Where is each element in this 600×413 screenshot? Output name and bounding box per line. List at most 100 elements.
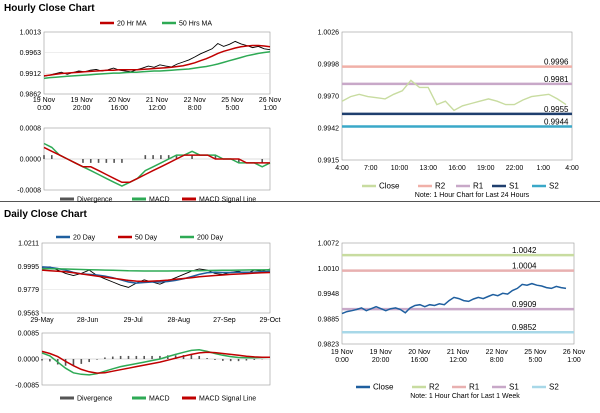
hourly-levels-legend-label: R2 (435, 182, 446, 191)
daily-levels-x-tick: 21 Nov 12:00 (447, 349, 470, 364)
daily-levels-x-tick: 25 Nov 5:00 (524, 349, 547, 364)
hourly-levels-y-tick: 1.0026 (318, 30, 340, 37)
hourly-macd-signal-line (43, 146, 270, 184)
daily-levels-legend-label: S2 (549, 383, 559, 392)
hourly-levels-x-tick: 19:00 (477, 165, 495, 172)
daily-price-y-tick: 0.9779 (18, 287, 40, 294)
hourly-levels-legend-label: S2 (549, 182, 559, 191)
hourly-levels-legend-label: S1 (509, 182, 519, 191)
daily-levels-legend-label: S1 (509, 383, 519, 392)
hourly-price-y-tick: 0.9963 (20, 50, 42, 57)
daily-macd-y-tick: 0.0000 (18, 357, 40, 364)
daily-level-s2-label: 0.9852 (512, 323, 537, 332)
daily-levels-x-tick: 19 Nov 0:00 (331, 349, 354, 364)
daily-price-y-tick: 0.9995 (18, 264, 40, 271)
hourly-price-x-tick: 19 Nov 20:00 (71, 97, 94, 112)
hourly-level-r1-label: 0.9981 (544, 75, 569, 84)
daily-price-legend-label: 200 Day (197, 235, 224, 242)
daily-price-series-50-day (41, 269, 271, 283)
hourly-macd-y-tick: 0.0008 (20, 126, 42, 133)
hourly-price-legend-label: 50 Hrs MA (179, 21, 212, 28)
daily-levels-legend-label: Close (373, 383, 394, 392)
hourly-price-x-tick: 21 Nov 12:00 (146, 97, 169, 112)
daily-level-r2-label: 1.0042 (512, 246, 537, 255)
daily-price-frame (41, 242, 271, 314)
daily-levels-frame (341, 242, 575, 345)
hourly-levels-x-tick: 7:00 (364, 165, 378, 172)
daily-macd-y-tick: -0.0085 (15, 383, 39, 390)
daily-level-s1-label: 0.9909 (512, 300, 537, 309)
hourly-levels-x-tick: 4:00 (565, 165, 579, 172)
hourly-macd-y-tick: -0.0008 (17, 188, 41, 195)
hourly-price-x-tick: 25 Nov 5:00 (221, 97, 244, 112)
hourly-price-y-tick: 0.9862 (20, 92, 42, 99)
daily-price-legend-label: 50 Day (135, 235, 158, 242)
hourly-section-title: Hourly Close Chart (4, 3, 95, 14)
daily-levels-y-tick: 0.9948 (318, 291, 340, 298)
daily-price-x-tick: 29-May (30, 317, 54, 324)
daily-levels-y-tick: 1.0072 (318, 241, 340, 248)
daily-price-y-tick: 0.9563 (18, 311, 40, 318)
hourly-price-y-tick: 1.0013 (20, 30, 42, 37)
daily-levels-x-tick: 19 Nov 20:00 (370, 349, 393, 364)
hourly-levels-close-line (341, 79, 567, 112)
hourly-macd-legend-label: MACD Signal Line (199, 197, 256, 204)
daily-levels-close-line (341, 282, 567, 315)
daily-price-x-tick: 29-Oct (259, 317, 280, 324)
daily-levels-note: Note: 1 Hour Chart for Last 1 Week (410, 393, 520, 400)
hourly-price-y-tick: 0.9912 (20, 71, 42, 78)
daily-levels-legend-label: R2 (429, 383, 440, 392)
daily-price-x-tick: 27-Sep (213, 317, 236, 324)
hourly-price-x-tick: 22 Nov 8:00 (184, 97, 207, 112)
daily-section-title: Daily Close Chart (4, 209, 87, 220)
hourly-levels-x-tick: 10:00 (391, 165, 409, 172)
section-divider (0, 201, 600, 202)
hourly-levels-y-tick: 0.9998 (318, 62, 340, 69)
daily-price-series-200-day (42, 268, 271, 272)
daily-macd-y-tick: 0.0085 (18, 331, 40, 338)
daily-macd-line (41, 349, 271, 376)
hourly-level-s1-label: 0.9955 (544, 105, 569, 114)
hourly-levels-legend-label: R1 (473, 182, 484, 191)
hourly-levels-x-tick: 1:00 (536, 165, 550, 172)
daily-macd-legend-label: MACD Signal Line (199, 396, 256, 403)
hourly-levels-y-tick: 0.9970 (318, 94, 340, 101)
hourly-levels-legend-label: Close (379, 182, 400, 191)
hourly-levels-x-tick: 13:00 (419, 165, 437, 172)
daily-levels-x-tick: 26 Nov 1:00 (563, 349, 586, 364)
daily-levels-y-tick: 1.0010 (318, 266, 340, 273)
daily-price-x-tick: 29-Jul (124, 317, 144, 324)
hourly-levels-y-tick: 0.9915 (318, 158, 340, 165)
daily-level-r1-label: 1.0004 (512, 262, 537, 271)
hourly-levels-y-tick: 0.9942 (318, 126, 340, 133)
hourly-level-r2-label: 0.9996 (544, 58, 569, 67)
daily-levels-y-tick: 0.9885 (318, 316, 340, 323)
hourly-price-series-50-hrs-ma (43, 50, 271, 80)
hourly-price-x-tick: 26 Nov 1:00 (259, 97, 282, 112)
daily-macd-signal-line (41, 350, 270, 374)
daily-macd-legend-label: MACD (149, 396, 170, 403)
daily-price-x-tick: 28-Jun (77, 317, 99, 324)
hourly-macd-y-tick: 0.0000 (20, 157, 42, 164)
hourly-levels-x-tick: 4:00 (335, 165, 349, 172)
daily-price-x-tick: 28-Aug (168, 317, 191, 324)
hourly-levels-x-tick: 16:00 (448, 165, 466, 172)
daily-levels-legend-label: R1 (469, 383, 480, 392)
daily-levels-x-tick: 22 Nov 8:00 (486, 349, 509, 364)
hourly-levels-frame (341, 31, 573, 161)
daily-levels-x-tick: 20 Nov 16:00 (408, 349, 431, 364)
hourly-price-legend-label: 20 Hr MA (117, 21, 147, 28)
daily-price-y-tick: 1.0211 (18, 241, 39, 248)
hourly-macd-legend-label: Divergence (77, 197, 113, 204)
hourly-price-x-tick: 19 Nov 0:00 (33, 97, 56, 112)
hourly-macd-legend-label: MACD (149, 197, 170, 204)
hourly-levels-x-tick: 22:00 (506, 165, 524, 172)
hourly-price-frame (43, 31, 271, 95)
hourly-level-s2-label: 0.9944 (544, 118, 569, 127)
hourly-levels-note: Note: 1 Hour Chart for Last 24 Hours (415, 192, 530, 199)
hourly-price-x-tick: 20 Nov 16:00 (108, 97, 131, 112)
daily-levels-y-tick: 0.9823 (318, 342, 340, 349)
daily-macd-legend-label: Divergence (77, 396, 113, 403)
hourly-price-series-20-hr-ma (43, 44, 271, 77)
